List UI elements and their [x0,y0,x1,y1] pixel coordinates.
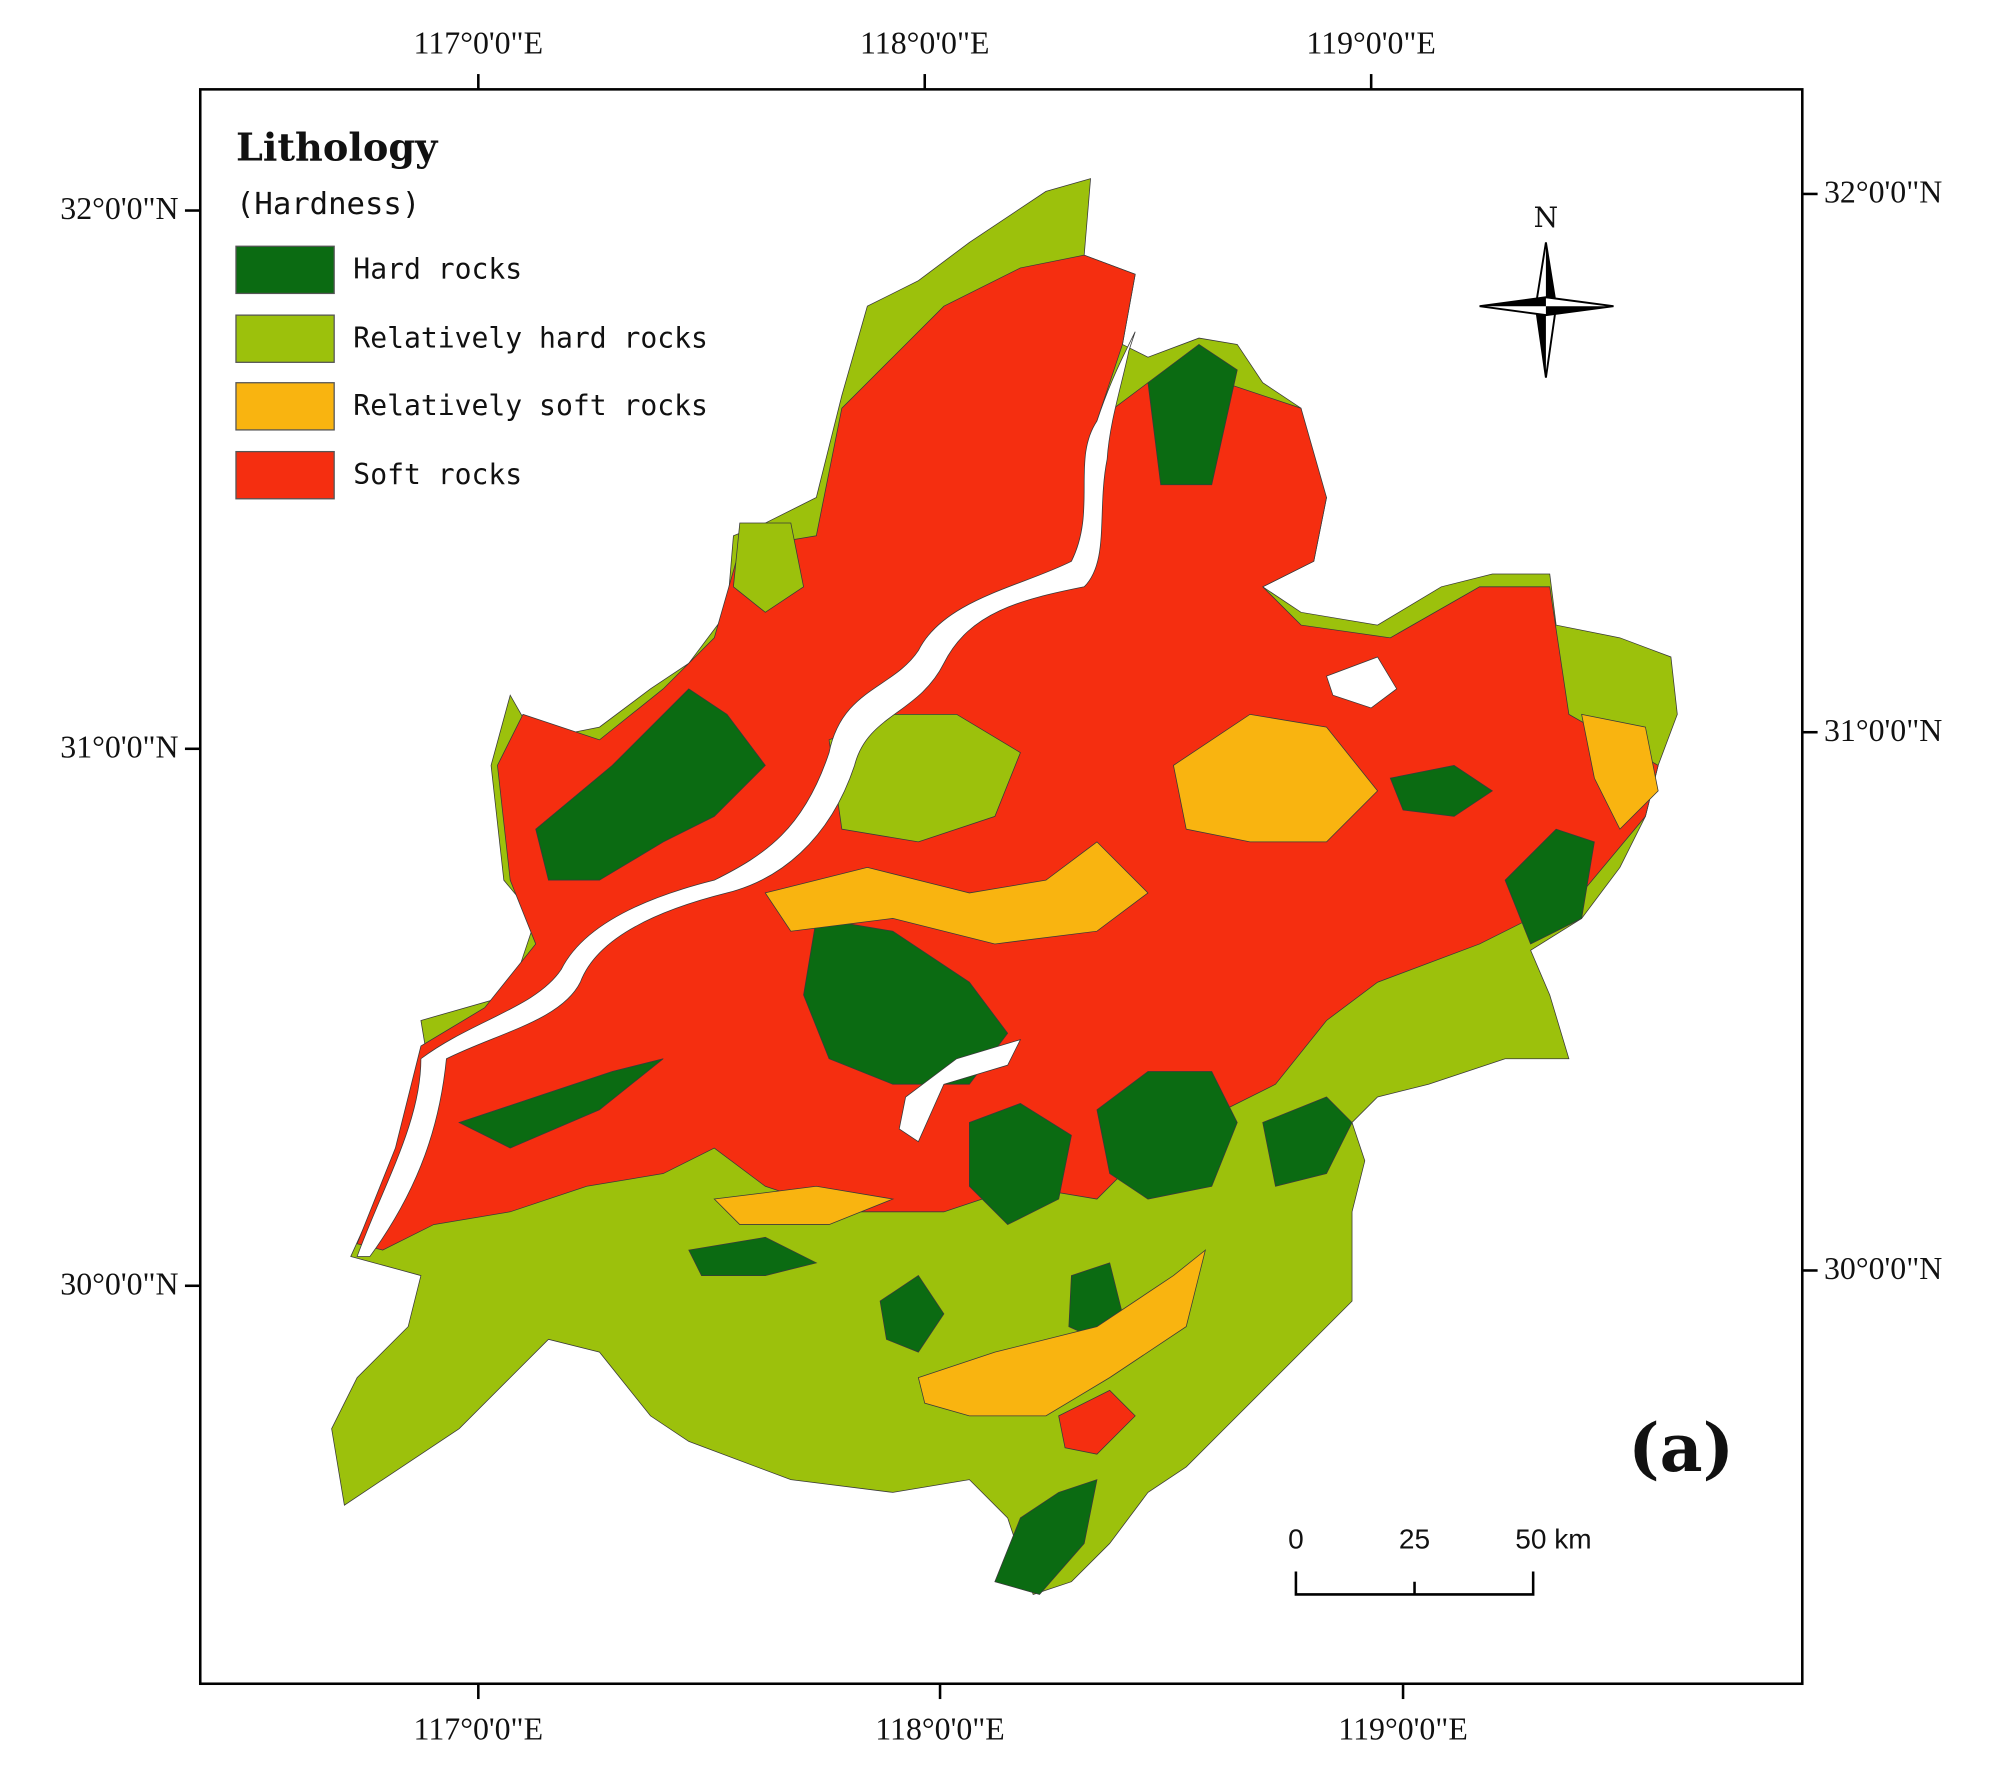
region-hard [535,688,766,881]
latitude-label: 31°0'0"N [60,729,178,764]
graticule-ticks [184,74,1818,1700]
longitude-label: 118°0'0"E [860,25,989,60]
region-hard [1262,1096,1353,1187]
arrow-fill [1479,297,1546,307]
latitude-label: 30°0'0"N [1824,1251,1942,1286]
legend-swatch [235,245,335,295]
region-hard [688,1236,818,1276]
region-hard [803,917,1009,1085]
legend: Lithology (Hardness) Hard rocks Relative… [235,126,708,500]
region-relatively-soft [713,1185,895,1225]
legend-label: Soft rocks [353,458,522,491]
region-relatively-soft [764,841,1149,945]
legend-title: Lithology [236,126,439,171]
longitude-label: 117°0'0"E [414,1712,543,1747]
scale-line [1294,1571,1535,1596]
region-hard [969,1102,1072,1226]
longitude-label: 119°0'0"E [1338,1712,1467,1747]
legend-swatch [235,382,335,431]
legend-subtitle: (Hardness) [236,187,420,222]
region-relatively-soft [1581,713,1659,830]
region-hard [1096,1071,1238,1200]
lake [898,1038,1022,1143]
panel-label: (a) [1628,1409,1734,1487]
river [356,331,1136,1257]
region-hard [458,1058,664,1149]
north-arrow: N [1479,201,1614,378]
latitude-label: 30°0'0"N [60,1266,178,1301]
region-relatively-soft [917,1249,1207,1417]
region-hard [1389,764,1494,817]
region-hard [994,1479,1098,1595]
legend-label: Relatively soft rocks [353,389,708,422]
region-hard [1147,343,1238,486]
north-label: N [1534,201,1559,234]
arrow-fill [1545,306,1614,316]
scale-label: 25 [1399,1523,1430,1554]
arrow-fill [1545,242,1557,307]
lake [1326,656,1398,709]
region-hard [879,1275,945,1353]
scale-label: 0 [1288,1523,1304,1554]
latitude-label: 32°0'0"N [1824,175,1942,210]
lithology-map [331,178,1678,1595]
region-soft [1058,1389,1136,1455]
longitude-label: 118°0'0"E [875,1712,1004,1747]
region-hard [1504,828,1595,945]
region-relatively-hard [828,713,1021,843]
legend-label: Relatively hard rocks [353,321,708,354]
scale-bar: 0 25 50 km [1288,1523,1592,1596]
region-relatively-soft [1173,713,1379,843]
scale-label: 50 km [1515,1523,1591,1554]
arrow-fill [1535,306,1546,378]
legend-label: Hard rocks [353,252,522,285]
legend-swatch [235,450,335,500]
longitude-label: 117°0'0"E [414,25,543,60]
latitude-label: 31°0'0"N [1824,713,1942,748]
longitude-label: 119°0'0"E [1306,25,1435,60]
region-relatively-hard [733,522,804,613]
latitude-label: 32°0'0"N [60,191,178,226]
legend-swatch [235,314,335,363]
